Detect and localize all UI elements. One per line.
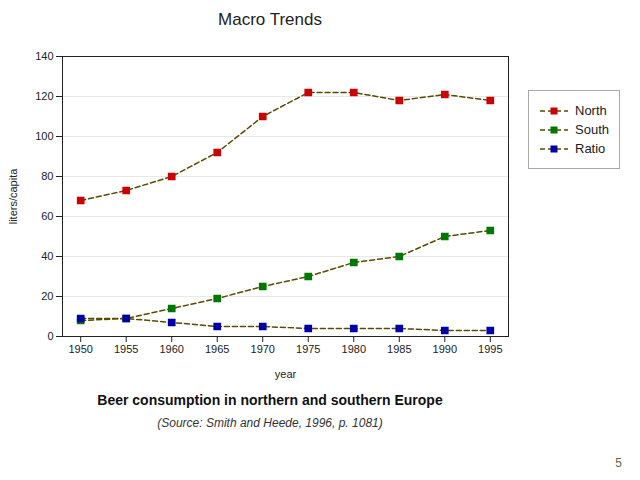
svg-text:100: 100 xyxy=(35,130,53,142)
html-text:5: 5 xyxy=(615,456,622,470)
svg-text:120: 120 xyxy=(35,90,53,102)
svg-text:1995: 1995 xyxy=(478,343,502,355)
svg-text:1980: 1980 xyxy=(342,343,366,355)
svg-text:1990: 1990 xyxy=(433,343,457,355)
svg-text:year: year xyxy=(275,368,297,380)
svg-text:1975: 1975 xyxy=(296,343,320,355)
svg-text:40: 40 xyxy=(41,250,53,262)
svg-text:140: 140 xyxy=(35,50,53,62)
svg-text:1955: 1955 xyxy=(114,343,138,355)
html-text:North: North xyxy=(575,103,607,118)
html-text:South: South xyxy=(575,122,609,137)
html-text:(Source: Smith and Heede, 1996: (Source: Smith and Heede, 1996, p. 1081) xyxy=(157,416,383,430)
svg-text:1985: 1985 xyxy=(387,343,411,355)
svg-text:80: 80 xyxy=(41,170,53,182)
html-text:Beer consumption in northern a: Beer consumption in northern and souther… xyxy=(97,392,443,408)
svg-text:liters/capita: liters/capita xyxy=(7,168,19,225)
svg-text:1950: 1950 xyxy=(68,343,92,355)
svg-text:0: 0 xyxy=(47,330,53,342)
svg-text:60: 60 xyxy=(41,210,53,222)
html-text:Macro Trends: Macro Trends xyxy=(218,10,322,29)
svg-text:20: 20 xyxy=(41,290,53,302)
html-text:Ratio: Ratio xyxy=(575,141,606,156)
svg-text:1965: 1965 xyxy=(205,343,229,355)
svg-text:1970: 1970 xyxy=(251,343,275,355)
svg-text:1960: 1960 xyxy=(159,343,183,355)
